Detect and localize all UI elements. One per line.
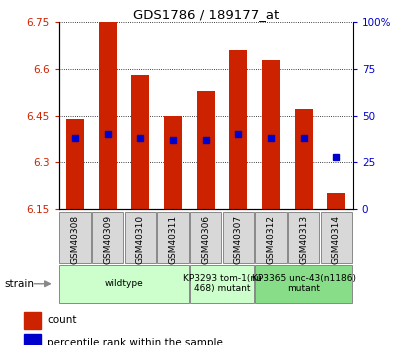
Text: KP3365 unc-43(n1186)
mutant: KP3365 unc-43(n1186) mutant — [252, 274, 356, 294]
Text: GSM40308: GSM40308 — [71, 215, 80, 264]
Bar — [99, 22, 117, 209]
Bar — [190, 211, 221, 263]
Bar — [92, 211, 123, 263]
Text: GSM40314: GSM40314 — [332, 215, 341, 264]
Text: percentile rank within the sample: percentile rank within the sample — [47, 338, 223, 345]
Bar — [288, 211, 320, 263]
Text: strain: strain — [4, 279, 34, 289]
Text: GSM40310: GSM40310 — [136, 215, 145, 264]
Bar — [223, 211, 254, 263]
Bar — [158, 211, 189, 263]
Bar — [59, 265, 189, 303]
Text: wildtype: wildtype — [105, 279, 144, 288]
Title: GDS1786 / 189177_at: GDS1786 / 189177_at — [133, 8, 279, 21]
Bar — [60, 211, 91, 263]
Bar — [197, 91, 215, 209]
Bar — [164, 116, 182, 209]
Text: GSM40311: GSM40311 — [169, 215, 178, 264]
Bar — [24, 334, 41, 345]
Bar — [262, 60, 280, 209]
Text: GSM40307: GSM40307 — [234, 215, 243, 264]
Text: GSM40306: GSM40306 — [201, 215, 210, 264]
Bar — [190, 265, 255, 303]
Text: GSM40312: GSM40312 — [267, 215, 276, 264]
Bar — [255, 211, 287, 263]
Bar — [66, 119, 84, 209]
Text: GSM40313: GSM40313 — [299, 215, 308, 264]
Bar — [295, 109, 313, 209]
Bar — [328, 193, 345, 209]
Text: GSM40309: GSM40309 — [103, 215, 112, 264]
Bar — [321, 211, 352, 263]
Bar — [125, 211, 156, 263]
Bar — [24, 312, 41, 329]
Text: KP3293 tom-1(nu
468) mutant: KP3293 tom-1(nu 468) mutant — [183, 274, 262, 294]
Bar — [255, 265, 352, 303]
Bar — [229, 50, 247, 209]
Text: count: count — [47, 315, 76, 325]
Bar — [131, 75, 150, 209]
